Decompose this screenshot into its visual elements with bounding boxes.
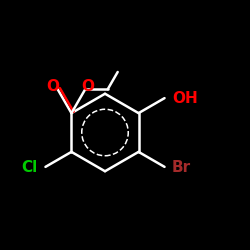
Text: Cl: Cl	[21, 160, 38, 175]
Text: Br: Br	[172, 160, 191, 175]
Text: OH: OH	[172, 91, 198, 106]
Text: O: O	[47, 79, 60, 94]
Text: O: O	[82, 79, 95, 94]
